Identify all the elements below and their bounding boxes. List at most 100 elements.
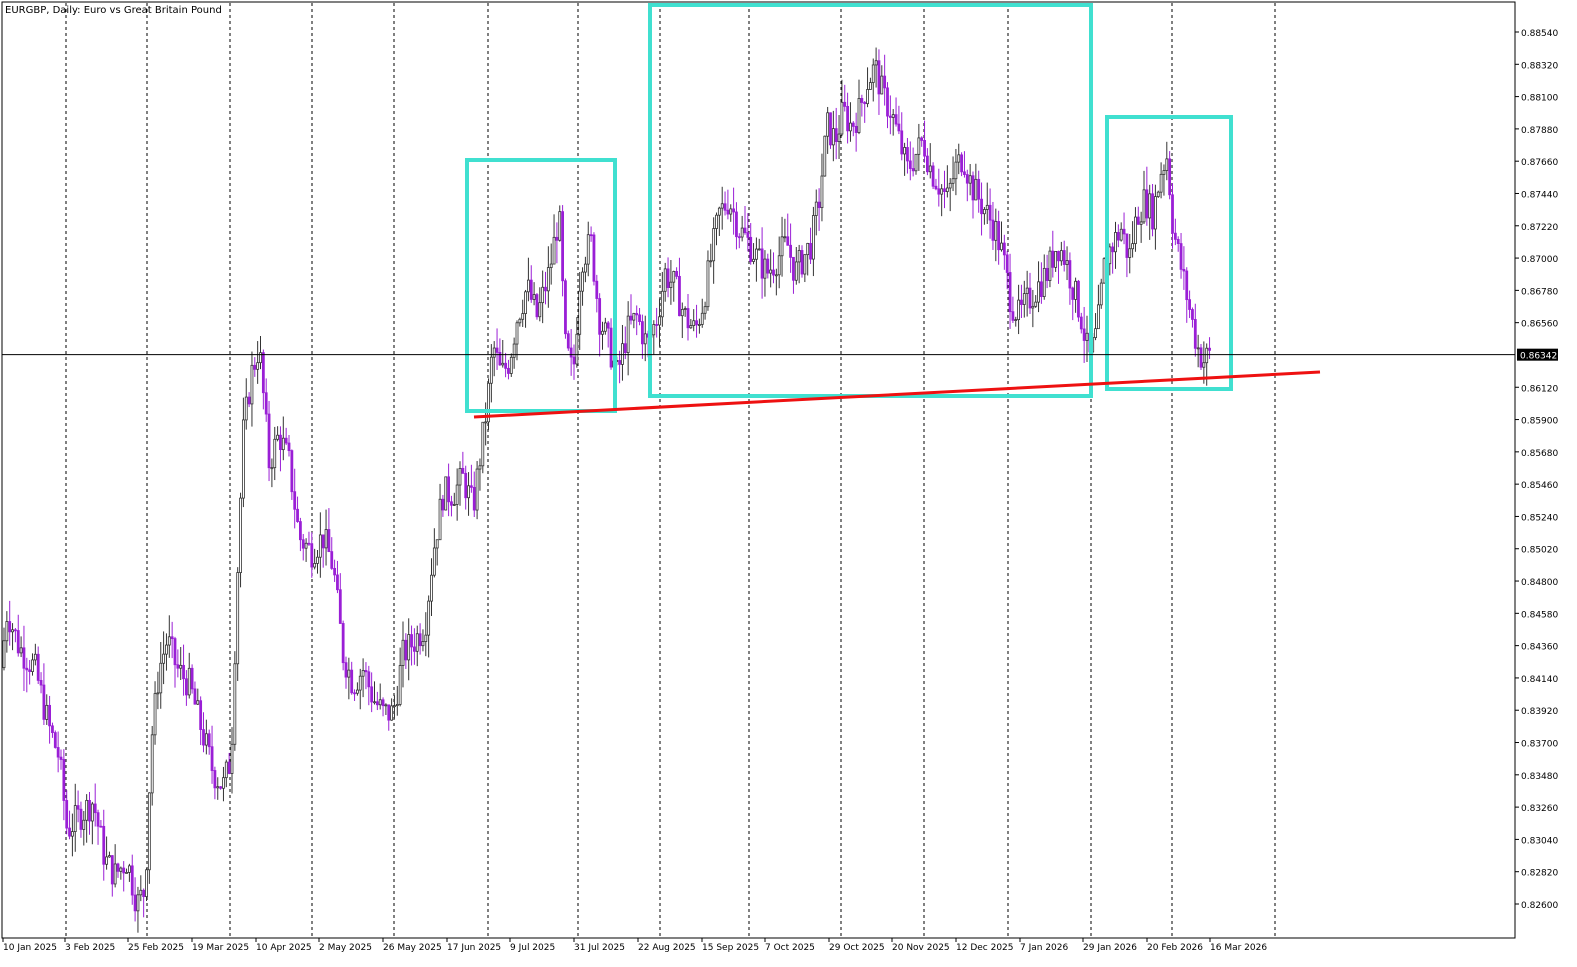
candle — [675, 267, 678, 280]
candle — [849, 102, 852, 142]
candle — [284, 427, 288, 446]
candle — [210, 725, 214, 784]
candle — [384, 703, 388, 715]
candle — [213, 766, 217, 800]
candle — [51, 722, 54, 738]
candle — [897, 105, 901, 135]
candle — [224, 759, 228, 788]
candle — [464, 465, 468, 510]
candle — [290, 449, 294, 500]
candle — [968, 163, 972, 196]
candle — [1119, 222, 1123, 242]
candle — [145, 868, 148, 901]
candle — [142, 888, 146, 918]
candle — [127, 863, 131, 882]
candle — [159, 641, 163, 709]
candle — [512, 337, 516, 369]
candle — [424, 612, 428, 657]
candle — [190, 664, 194, 694]
y-tick-label: 0.87000 — [1521, 255, 1558, 265]
candle — [452, 492, 456, 506]
candle — [1000, 221, 1003, 252]
candle — [321, 534, 325, 568]
x-tick-label: 26 May 2025 — [383, 943, 442, 953]
candle — [717, 206, 721, 236]
candle — [826, 106, 830, 154]
candle — [820, 153, 824, 222]
candle — [475, 461, 479, 520]
candle — [980, 182, 983, 236]
candle — [863, 100, 867, 123]
candle — [957, 143, 961, 175]
candle — [871, 58, 875, 102]
candle — [752, 243, 755, 265]
candle — [1022, 280, 1026, 318]
candle — [780, 216, 784, 277]
candle — [623, 326, 627, 360]
candle — [455, 468, 459, 521]
y-tick-label: 0.85900 — [1521, 417, 1558, 427]
candle — [883, 54, 887, 106]
candle — [683, 306, 687, 317]
candle — [410, 625, 413, 666]
candle — [498, 338, 502, 366]
candle — [1062, 240, 1066, 272]
candle — [504, 352, 508, 378]
candle — [1165, 141, 1169, 181]
candle — [1159, 162, 1163, 199]
candle — [202, 712, 205, 753]
candle — [732, 187, 735, 235]
candle — [281, 416, 285, 461]
candle — [1151, 183, 1154, 237]
candle — [105, 836, 108, 870]
candle — [219, 786, 223, 790]
candle — [401, 621, 405, 688]
candle — [364, 662, 368, 690]
candle — [994, 208, 998, 262]
candle — [418, 623, 422, 655]
support-trendline — [473, 370, 1321, 419]
candle — [1122, 212, 1126, 245]
candle — [786, 213, 790, 246]
candle — [1154, 184, 1157, 250]
candle — [535, 293, 539, 320]
candle — [1179, 233, 1183, 279]
candle — [658, 298, 661, 347]
candle — [843, 84, 847, 112]
x-tick-label: 3 Feb 2025 — [65, 943, 115, 953]
candle — [341, 620, 345, 671]
candle — [250, 351, 254, 427]
candle — [1068, 252, 1072, 305]
candle — [227, 752, 231, 775]
candle — [153, 681, 157, 745]
candle — [427, 595, 431, 658]
candle — [529, 265, 533, 303]
candle — [1048, 246, 1052, 288]
candle — [917, 123, 921, 171]
candle — [441, 494, 445, 517]
candle — [1196, 334, 1200, 368]
candle — [723, 191, 727, 216]
candle — [310, 532, 314, 578]
candle — [985, 182, 989, 224]
candle — [333, 559, 337, 582]
candle — [900, 112, 904, 161]
candle — [247, 392, 251, 408]
candle — [558, 205, 562, 242]
candle — [894, 97, 898, 127]
candle — [1128, 233, 1132, 274]
candle — [241, 397, 245, 508]
candle — [435, 539, 439, 566]
candle — [934, 178, 938, 191]
x-tick-label: 31 Jul 2025 — [574, 943, 625, 953]
candle — [370, 672, 374, 713]
candle — [1040, 262, 1043, 304]
candle — [1202, 341, 1206, 384]
candle — [991, 201, 995, 250]
candle — [860, 94, 864, 117]
candle — [1185, 267, 1189, 323]
candle — [1005, 250, 1009, 290]
candle — [16, 614, 20, 657]
candle — [165, 633, 168, 671]
candle — [478, 458, 482, 491]
